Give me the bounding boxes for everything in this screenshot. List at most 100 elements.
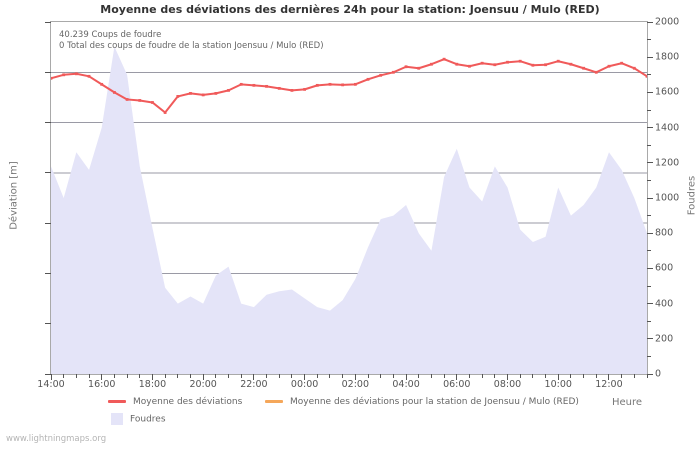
y-axis-right-tick-label: 600 (655, 262, 674, 274)
y-axis-left-major-tick (45, 71, 51, 73)
x-axis-tick-label: 04:00 (392, 379, 420, 390)
x-axis-minor-tick (494, 374, 496, 378)
data-point (480, 61, 484, 65)
data-point (582, 66, 585, 70)
x-axis-major-tick (456, 374, 458, 380)
data-point (594, 70, 598, 74)
data-point (468, 64, 471, 68)
data-point (214, 92, 218, 95)
deviation-line-series (51, 58, 647, 114)
x-axis-minor-tick (63, 374, 65, 378)
x-axis-minor-tick (430, 374, 432, 378)
data-point (176, 95, 180, 98)
y-axis-right-minor-tick (647, 320, 651, 322)
legend-item-station-deviation[interactable]: Moyenne des déviations pour la station d… (265, 397, 579, 407)
y-axis-right-label: Foudres (686, 175, 698, 216)
x-axis-minor-tick (443, 374, 445, 378)
data-point (442, 57, 446, 61)
x-axis-major-tick (507, 374, 508, 380)
y-axis-right-tick-label: 2000 (655, 16, 680, 28)
legend-item-deviation[interactable]: Moyenne des déviations (108, 397, 242, 407)
x-axis-minor-tick (621, 374, 623, 378)
data-point (303, 87, 307, 91)
data-point (632, 66, 636, 70)
deviation-line-markers (51, 57, 647, 114)
data-point (430, 62, 433, 66)
y-axis-right-tick-label: 1400 (655, 122, 680, 134)
x-axis-tick-label: 08:00 (493, 379, 522, 390)
x-axis-minor-tick (418, 374, 420, 378)
data-point (518, 59, 522, 63)
y-axis-left-major-tick (45, 373, 51, 375)
x-axis-minor-tick (342, 374, 344, 378)
footer-watermark: www.lightningmaps.org (6, 434, 107, 444)
data-point (417, 66, 421, 70)
data-point (277, 86, 281, 90)
data-point (163, 111, 167, 114)
y-axis-right-minor-tick (647, 39, 651, 41)
y-axis-right-major-tick (647, 232, 653, 234)
chart-title: Moyenne des déviations des dernières 24h… (100, 3, 600, 16)
y-axis-right-minor-tick (647, 250, 651, 252)
data-point (201, 93, 205, 97)
y-axis-right-tick-label: 1800 (655, 51, 680, 63)
data-point (113, 91, 116, 94)
data-point (100, 82, 104, 86)
data-point (74, 72, 78, 76)
legend-swatch-station-deviation (265, 400, 283, 403)
data-point (189, 92, 192, 95)
x-axis-minor-tick (583, 374, 585, 378)
x-axis-major-tick (304, 374, 306, 380)
x-axis-minor-tick (633, 374, 635, 378)
data-point (556, 59, 560, 63)
legend-swatch-deviation (108, 400, 126, 403)
x-axis-minor-tick (266, 374, 268, 378)
legend-label-station-deviation: Moyenne des déviations pour la station d… (290, 397, 579, 407)
y-axis-right-major-tick (647, 162, 653, 164)
x-axis-minor-tick (367, 374, 369, 378)
x-axis-minor-tick (545, 374, 547, 378)
x-axis-minor-tick (392, 374, 394, 378)
y-axis-left-major-tick (45, 222, 51, 224)
x-axis-minor-tick (113, 374, 115, 378)
x-axis-minor-tick (126, 374, 128, 378)
lightning-area-series (51, 46, 647, 374)
x-axis-minor-tick (215, 374, 217, 378)
y-axis-right-minor-tick (647, 355, 651, 357)
x-axis-minor-tick (189, 374, 191, 378)
y-axis-right-major-tick (647, 338, 653, 340)
x-axis-major-tick (557, 374, 559, 380)
x-axis-major-tick (50, 374, 52, 380)
y-axis-right-tick-label: 1200 (655, 157, 680, 169)
data-point (239, 82, 243, 86)
x-axis-label: Heure (612, 397, 643, 408)
x-axis-minor-tick (468, 374, 470, 378)
x-axis-minor-tick (570, 374, 572, 378)
x-axis-minor-tick (228, 374, 230, 378)
x-axis-tick-label: 10:00 (544, 379, 572, 390)
y-axis-right-minor-tick (647, 285, 651, 287)
y-axis-right-major-tick (647, 91, 653, 93)
x-axis-minor-tick (240, 374, 242, 378)
legend-item-lightning[interactable]: Foudres (108, 413, 166, 425)
x-axis-major-tick (405, 374, 407, 380)
y-axis-left-major-tick (45, 272, 51, 274)
y-axis-left-label: Déviation [m] (8, 161, 20, 230)
y-axis-right-major-tick (647, 303, 653, 305)
x-axis-major-tick (101, 374, 103, 380)
data-point (341, 83, 345, 87)
y-axis-right-minor-tick (647, 109, 651, 111)
data-point (151, 101, 154, 104)
plot-svg (51, 46, 647, 374)
x-axis-tick-label: 00:00 (290, 379, 319, 390)
x-axis-minor-tick (481, 374, 483, 378)
annotation-lightning-count: 40.239 Coups de foudre (59, 30, 162, 40)
x-axis-minor-tick (595, 374, 597, 378)
data-point (607, 64, 611, 68)
y-axis-right-tick-label: 800 (655, 227, 674, 239)
x-axis-tick-label: 12:00 (595, 379, 623, 390)
legend-label-deviation: Moyenne des déviations (133, 397, 243, 407)
data-point (544, 63, 547, 67)
x-axis-major-tick (253, 374, 255, 380)
x-axis-minor-tick (532, 374, 534, 378)
